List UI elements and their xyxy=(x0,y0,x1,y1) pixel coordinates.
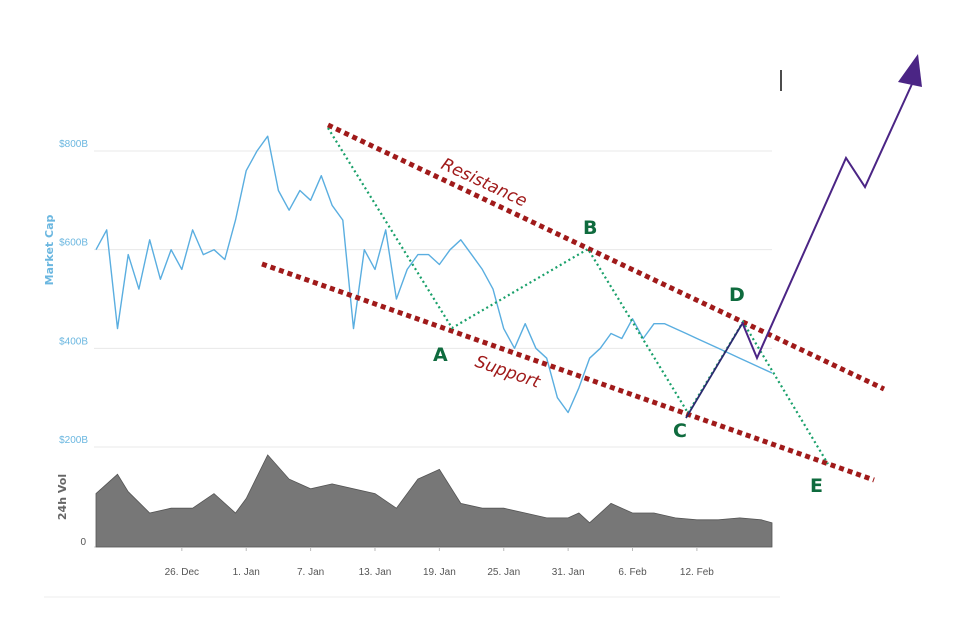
point-label-b: B xyxy=(583,217,597,239)
x-tick-label: 1. Jan xyxy=(233,567,260,578)
point-label-c: C xyxy=(673,420,687,442)
x-axis-ticks: 26. Dec 1. Jan 7. Jan 13. Jan 19. Jan 25. Jan… xyxy=(165,547,714,578)
point-label-d: D xyxy=(729,284,745,306)
resistance-line xyxy=(326,122,886,392)
support-label: Support xyxy=(472,352,543,393)
support-line xyxy=(261,261,875,483)
y-tick-label: $800B xyxy=(59,139,88,150)
price-series xyxy=(95,135,773,414)
x-tick-label: 25. Jan xyxy=(487,567,520,578)
x-tick-label: 12. Feb xyxy=(680,567,714,578)
y-tick-label: $600B xyxy=(59,238,88,249)
projection-path xyxy=(741,83,913,361)
y-tick-label: $200B xyxy=(59,435,88,446)
cd-impulse-line xyxy=(685,323,743,419)
volume-area xyxy=(95,454,773,548)
grid-lines xyxy=(94,150,772,448)
point-label-a: A xyxy=(433,344,448,366)
x-tick-label: 6. Feb xyxy=(618,567,647,578)
wave-path xyxy=(327,127,829,465)
volume-panel: 0 xyxy=(80,454,773,548)
x-tick-label: 13. Jan xyxy=(359,567,392,578)
x-tick-label: 31. Jan xyxy=(552,567,585,578)
y-tick-label: $400B xyxy=(59,336,88,347)
x-tick-label: 7. Jan xyxy=(297,567,324,578)
market-cap-line xyxy=(95,135,773,414)
y-axis-title-volume: 24h Vol xyxy=(56,474,69,520)
point-label-e: E xyxy=(810,475,823,497)
y-axis-ticks: $200B $400B $600B $800B xyxy=(59,139,88,446)
x-tick-label: 19. Jan xyxy=(423,567,456,578)
volume-zero-label: 0 xyxy=(80,537,86,548)
y-axis-title-market-cap: Market Cap xyxy=(43,215,56,286)
projection-arrowhead xyxy=(898,54,922,87)
x-tick-label: 26. Dec xyxy=(165,567,199,578)
